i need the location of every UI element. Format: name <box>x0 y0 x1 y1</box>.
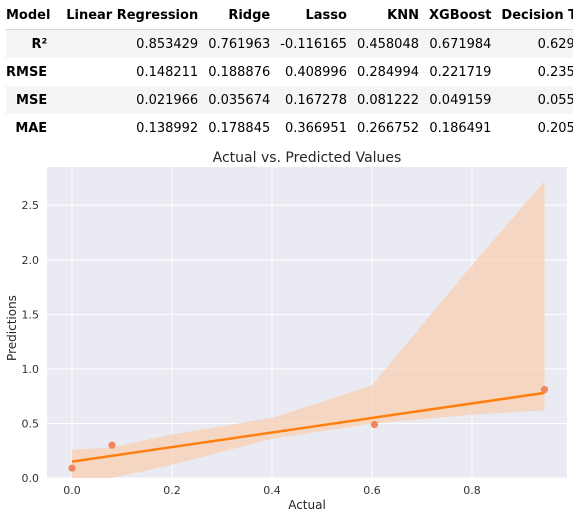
table-cell: 0.021966 <box>136 92 199 108</box>
table-row: MSE 0.021966 0.035674 0.167278 0.081222 … <box>6 86 573 114</box>
row-header: MSE <box>16 92 48 108</box>
table-cell: 0.629032 <box>537 36 573 52</box>
y-tick-label: 1.5 <box>22 308 40 321</box>
row-header: R² <box>31 36 48 52</box>
table-cell: 0.138992 <box>136 120 199 136</box>
row-header: MAE <box>15 120 48 136</box>
x-tick-label: 0.2 <box>163 484 181 497</box>
data-point <box>108 441 116 449</box>
table-cell: 0.458048 <box>356 36 419 52</box>
table-header-row: Model Linear Regression Ridge Lasso KNN … <box>6 1 573 30</box>
table-row: MAE 0.138992 0.178845 0.366951 0.266752 … <box>6 114 573 142</box>
table-cell: 0.081222 <box>356 92 419 108</box>
x-axis-ticks: 0.0 0.2 0.4 0.6 0.8 <box>63 484 481 497</box>
table-cell: 0.055596 <box>537 92 573 108</box>
data-point <box>370 420 379 429</box>
table-cell: 0.366951 <box>284 120 347 136</box>
x-tick-label: 0.0 <box>63 484 81 497</box>
y-tick-label: 1.0 <box>22 363 40 376</box>
column-header: Decision Tree <box>501 7 573 23</box>
y-tick-label: 0.5 <box>22 417 40 430</box>
table-row: R² 0.853429 0.761963 -0.116165 0.458048 … <box>6 29 573 58</box>
row-header: RMSE <box>6 64 48 80</box>
table-cell: 0.284994 <box>356 64 419 80</box>
table-cell: 0.148211 <box>136 64 199 80</box>
table-cell: 0.671984 <box>429 36 492 52</box>
x-tick-label: 0.8 <box>463 484 481 497</box>
table-cell: 0.205314 <box>537 120 573 136</box>
table-cell: 0.853429 <box>136 36 199 52</box>
x-tick-label: 0.4 <box>263 484 281 497</box>
column-header: Linear Regression <box>66 7 199 23</box>
regression-line <box>71 391 545 463</box>
chart-title: Actual vs. Predicted Values <box>213 150 402 166</box>
column-header: Ridge <box>228 7 271 23</box>
y-tick-label: 0.0 <box>22 472 40 485</box>
table-cell: 0.188876 <box>208 64 271 80</box>
y-axis-ticks: 0.0 0.5 1.0 1.5 2.0 2.5 <box>22 199 40 485</box>
scatter-chart: Actual vs. Predicted Values 0.0 0.2 0.4 0.6… <box>5 150 567 512</box>
x-axis-label: Actual <box>288 498 326 512</box>
table-cell: 0.178845 <box>208 120 271 136</box>
column-header: Model <box>6 7 51 23</box>
table-cell: 0.049159 <box>429 92 492 108</box>
table-row: RMSE 0.148211 0.188876 0.408996 0.284994… <box>6 58 573 86</box>
table-cell: 0.167278 <box>284 92 347 108</box>
table-cell: 0.186491 <box>429 120 492 136</box>
confidence-band <box>72 181 545 478</box>
table-cell: 0.761963 <box>208 36 271 52</box>
y-axis-label: Predictions <box>5 295 19 361</box>
table-cell: 0.221719 <box>429 64 492 80</box>
table-cell: -0.116165 <box>280 36 347 52</box>
table-cell: 0.035674 <box>208 92 271 108</box>
column-header: KNN <box>387 7 419 23</box>
x-tick-label: 0.6 <box>363 484 381 497</box>
data-point <box>68 464 76 472</box>
table-cell: 0.408996 <box>284 64 347 80</box>
table-cell: 0.235789 <box>537 64 573 80</box>
data-point <box>540 386 549 394</box>
y-tick-label: 2.5 <box>22 199 40 212</box>
y-tick-label: 2.0 <box>22 254 40 267</box>
column-header: Lasso <box>305 7 347 23</box>
column-header: XGBoost <box>429 7 492 23</box>
table-cell: 0.266752 <box>356 120 419 136</box>
data-points <box>68 386 549 472</box>
metrics-table: Model Linear Regression Ridge Lasso KNN … <box>6 1 573 142</box>
